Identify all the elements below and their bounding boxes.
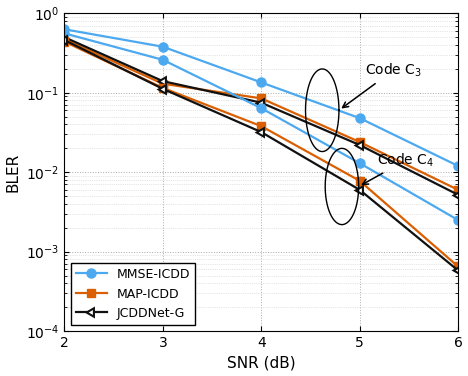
JCDDNet-G xyxy=(258,100,264,105)
MAP-ICDD xyxy=(62,37,67,42)
JCDDNet-G xyxy=(62,35,67,39)
Legend: MMSE-ICDD, MAP-ICDD, JCDDNet-G: MMSE-ICDD, MAP-ICDD, JCDDNet-G xyxy=(71,263,196,325)
Y-axis label: BLER: BLER xyxy=(6,153,21,192)
Text: Code C$_4$: Code C$_4$ xyxy=(363,152,435,184)
Line: MAP-ICDD: MAP-ICDD xyxy=(60,35,462,194)
MMSE-ICDD xyxy=(258,80,264,85)
MMSE-ICDD xyxy=(62,27,67,32)
MAP-ICDD xyxy=(455,188,461,192)
MAP-ICDD xyxy=(258,96,264,101)
JCDDNet-G xyxy=(357,143,362,147)
JCDDNet-G xyxy=(160,79,166,83)
X-axis label: SNR (dB): SNR (dB) xyxy=(227,355,296,370)
Line: JCDDNet-G: JCDDNet-G xyxy=(59,32,463,200)
MMSE-ICDD xyxy=(357,116,362,120)
MAP-ICDD xyxy=(357,140,362,144)
Text: Code C$_3$: Code C$_3$ xyxy=(343,62,422,108)
JCDDNet-G xyxy=(455,193,461,197)
MMSE-ICDD xyxy=(455,164,461,168)
MMSE-ICDD xyxy=(160,44,166,49)
MAP-ICDD xyxy=(160,82,166,86)
Line: MMSE-ICDD: MMSE-ICDD xyxy=(60,25,462,170)
